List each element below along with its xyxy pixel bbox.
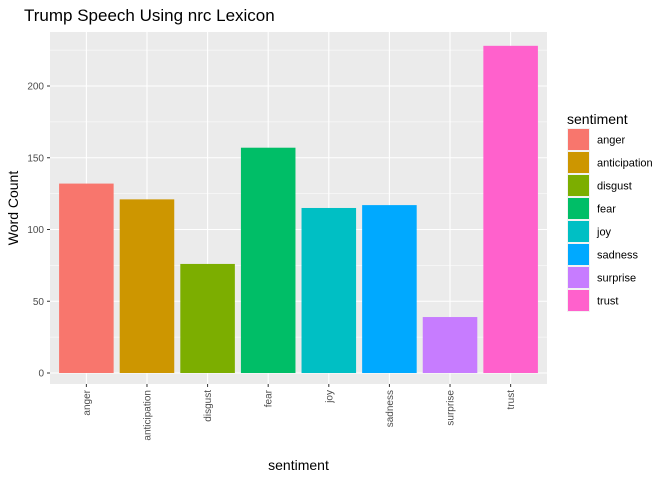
x-tick-label: joy [324,390,335,404]
x-tick-label: anticipation [142,390,153,441]
y-tick-label: 150 [27,153,44,164]
x-tick-label: fear [264,389,275,407]
bar-disgust [180,263,235,373]
x-axis: anger anticipation disgust fear joy sadness su… [82,384,517,441]
bar-anger [59,183,114,373]
legend-label-anticipation: anticipation [597,158,653,170]
legend-swatch-surprise [568,267,589,288]
y-tick-label: 50 [33,297,45,308]
bar-joy [301,207,357,373]
x-tick-label: anger [82,389,93,415]
x-tick-label: disgust [203,390,214,422]
legend-swatch-joy [568,221,589,242]
legend-label-anger: anger [597,135,625,147]
legend-label-sadness: sadness [597,250,638,262]
x-tick-label: surprise [446,390,457,426]
bar-anticipation [119,199,175,373]
legend-swatch-trust [568,290,589,311]
y-tick-label: 100 [27,225,44,236]
chart-title: Trump Speech Using nrc Lexicon [24,6,275,25]
legend-swatch-fear [568,198,589,219]
legend-label-joy: joy [596,227,612,239]
legend-title: sentiment [567,111,628,127]
legend: sentiment anger anticipation disgust fear jo… [567,111,653,312]
x-axis-title: sentiment [268,457,329,473]
bar-fear [240,147,296,373]
x-tick-label: sadness [385,390,396,427]
x-tick-label: trust [506,390,517,410]
bar-sadness [362,205,417,373]
legend-label-surprise: surprise [597,273,636,285]
legend-swatch-anticipation [568,152,589,173]
y-axis: 0 50 100 150 200 [27,82,50,380]
legend-swatch-disgust [568,175,589,196]
bars [59,45,538,373]
legend-swatch-sadness [568,244,589,265]
legend-label-disgust: disgust [597,181,632,193]
y-tick-label: 0 [38,369,44,380]
legend-label-trust: trust [597,296,618,308]
legend-label-fear: fear [597,204,616,216]
legend-swatch-anger [568,129,589,150]
y-axis-title: Word Count [5,171,21,246]
bar-surprise [422,317,478,373]
bar-trust [483,45,538,373]
y-tick-label: 200 [27,82,44,93]
